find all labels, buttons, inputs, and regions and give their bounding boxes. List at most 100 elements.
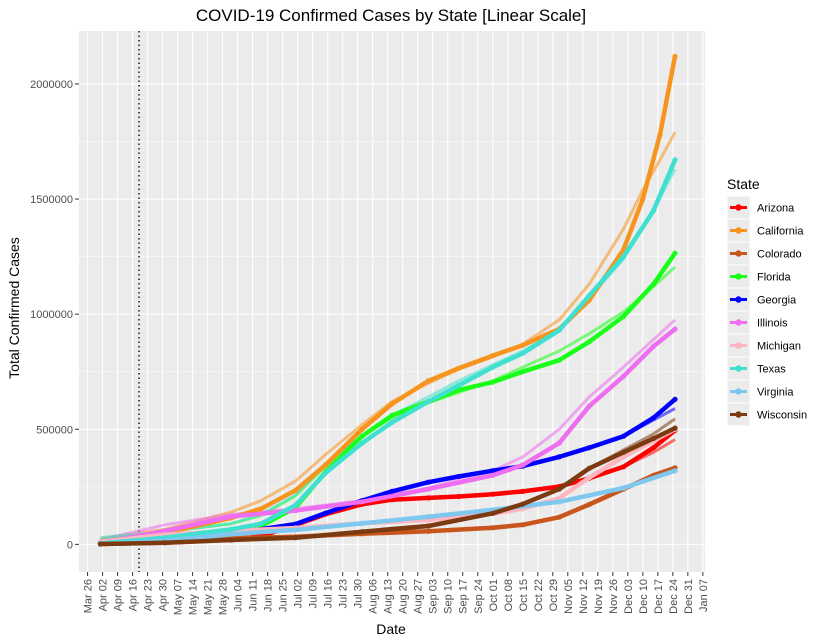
x-tick-label: Aug 20 [398,579,410,614]
legend-swatch-point-texas [735,365,742,372]
x-tick-label: Sep 17 [458,579,470,614]
data-point-florida [455,387,462,393]
data-point-texas [490,364,496,370]
x-tick-label: Dec 31 [683,579,695,614]
legend-title: State [727,176,760,192]
data-point-florida [490,379,496,385]
data-point-california [657,132,663,138]
x-tick-label: Nov 12 [578,579,590,614]
data-point-texas [389,419,395,425]
y-tick-label: 2000000 [30,79,73,91]
data-point-california [455,365,462,371]
x-tick-label: Apr 16 [128,579,140,611]
legend-swatch-point-illinois [735,319,742,326]
data-point-michigan [586,475,592,481]
data-point-illinois [359,499,365,505]
data-point-california [389,401,395,407]
data-point-texas [455,382,462,389]
data-point-wisconsin [162,540,168,546]
x-tick-label: Sep 03 [428,579,440,614]
x-tick-label: Mar 26 [83,579,95,613]
plot-panel [79,31,705,572]
x-tick-label: Sep 24 [473,579,485,614]
x-tick-label: Oct 01 [488,579,500,611]
legend-label-wisconsin: Wisconsin [757,410,807,422]
legend-swatch-point-florida [735,273,742,280]
data-point-illinois [650,343,657,349]
x-tick-label: May 21 [203,579,215,615]
legend: State Arizona California Colorado Florida Ge… [726,176,807,427]
x-tick-label: Dec 10 [638,579,650,614]
data-point-florida [672,250,678,256]
x-tick-label: Dec 17 [653,579,665,614]
data-point-texas [228,526,234,533]
x-tick-label: Apr 23 [143,579,155,611]
data-series [97,53,678,547]
x-tick-label: Jan 07 [698,579,710,612]
data-point-florida [620,313,627,320]
y-tick-label: 0 [67,539,73,551]
data-point-arizona [425,495,431,501]
data-point-illinois [162,528,168,534]
x-tick-label: Apr 09 [113,579,125,611]
legend-swatch-point-colorado [735,250,742,257]
data-point-georgia [672,396,678,402]
x-tick-label: Apr 02 [98,579,110,611]
data-point-illinois [425,486,431,492]
legend-label-florida: Florida [757,272,792,284]
data-point-georgia [490,468,496,474]
data-point-wisconsin [97,541,103,547]
data-point-illinois [490,472,496,478]
data-point-georgia [455,473,462,480]
legend-label-michigan: Michigan [757,341,801,353]
data-point-illinois [586,403,592,409]
x-tick-label: Nov 19 [593,579,605,614]
legend-label-texas: Texas [757,364,786,376]
data-point-illinois [620,373,627,379]
data-point-california [322,462,329,468]
legend-swatch-point-arizona [735,204,742,211]
legend-label-virginia: Virginia [757,387,794,399]
data-point-colorado [586,501,592,508]
x-tick-label: Oct 22 [533,579,545,611]
x-axis: Mar 26 Apr 02 Apr 09 Apr 16 Apr 23 Apr 30 May … [83,572,710,615]
series-line-california [98,54,678,545]
legend-swatch-point-virginia [735,388,742,395]
data-point-wisconsin [650,435,657,442]
x-tick-label: Aug 13 [383,579,395,614]
y-tick-label: 1000000 [30,309,73,321]
legend-swatch-point-michigan [735,342,742,349]
data-point-arizona [650,445,657,451]
data-point-florida [556,357,562,363]
data-point-texas [322,470,329,476]
data-point-texas [672,157,678,163]
data-point-california [258,506,264,512]
data-point-virginia [425,514,431,520]
legend-label-georgia: Georgia [757,295,797,307]
data-point-virginia [359,520,365,527]
legend-label-arizona: Arizona [757,203,795,215]
x-tick-label: May 14 [188,579,200,615]
data-point-arizona [620,464,627,470]
legend-swatch-point-california [735,227,742,234]
data-point-wisconsin [620,449,627,455]
data-point-illinois [228,513,234,520]
data-point-virginia [228,531,234,537]
data-point-colorado [520,522,526,528]
data-point-texas [586,293,592,299]
data-point-california [425,378,431,384]
data-point-texas [620,254,627,260]
x-tick-label: Sep 10 [443,579,455,614]
data-point-florida [359,433,365,439]
data-point-wisconsin [425,523,431,529]
data-point-illinois [556,440,562,446]
x-tick-label: Jun 04 [233,579,245,612]
x-tick-label: Jul 09 [308,579,320,608]
x-tick-label: Apr 30 [158,579,170,611]
data-point-georgia [322,510,329,516]
data-point-arizona [455,493,462,500]
data-point-colorado [490,525,496,531]
legend-swatch-point-georgia [735,296,742,303]
data-point-illinois [672,326,678,332]
data-point-california [292,487,299,493]
